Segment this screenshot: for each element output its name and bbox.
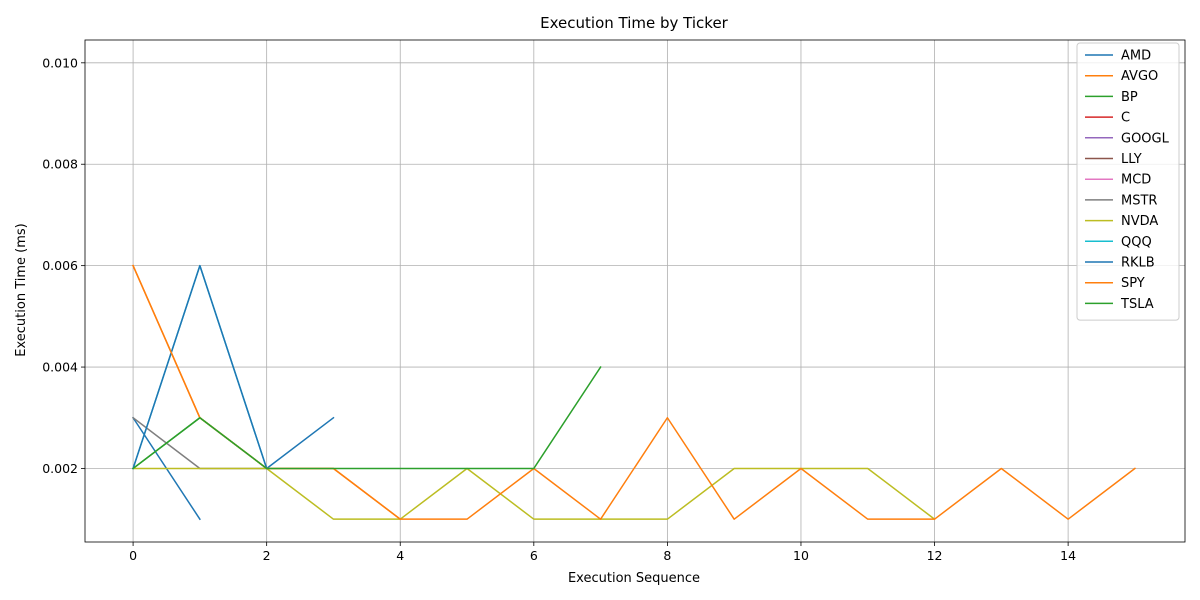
- x-tick-label: 2: [263, 548, 271, 563]
- legend-label-c: C: [1121, 111, 1130, 126]
- x-tick-label: 10: [793, 548, 809, 563]
- legend: AMD AVGO BP C GOOGL LLY MCD MSTR NVDA QQQ RKLB SPY T…: [1076, 42, 1180, 321]
- legend-label-amd: AMD: [1121, 49, 1151, 64]
- legend-label-googl: GOOGL: [1121, 131, 1170, 146]
- legend-label-lly: LLY: [1121, 152, 1142, 167]
- x-tick-label: 4: [396, 548, 404, 563]
- legend-label-spy: SPY: [1121, 276, 1145, 291]
- y-tick-label: 0.010: [42, 55, 78, 70]
- y-tick-label: 0.002: [42, 461, 78, 476]
- legend-label-bp: BP: [1121, 90, 1138, 105]
- series-line-rklb: [132, 264, 335, 470]
- axes-frame: [84, 39, 1186, 543]
- y-tick-label: 0.008: [42, 157, 78, 172]
- legend-label-nvda: NVDA: [1121, 214, 1158, 229]
- legend-box: [1076, 42, 1180, 321]
- legend-label-mcd: MCD: [1121, 173, 1151, 188]
- legend-label-qqq: QQQ: [1121, 235, 1152, 250]
- x-tick-label: 8: [663, 548, 671, 563]
- legend-label-avgo: AVGO: [1121, 69, 1158, 84]
- legend-label-rklb: RKLB: [1121, 256, 1155, 271]
- chart-title: Execution Time by Ticker: [540, 14, 729, 32]
- plot-area: 0 2 4 6 8 10 12 14 0.002 0.004 0.006 0.008 0.010: [42, 39, 1186, 563]
- x-axis-label: Execution Sequence: [568, 571, 700, 586]
- y-tick-label: 0.004: [42, 360, 78, 375]
- x-tick-label: 14: [1060, 548, 1076, 563]
- series-line-tsla: [132, 366, 602, 470]
- legend-label-mstr: MSTR: [1121, 193, 1157, 208]
- x-tick-label: 6: [530, 548, 538, 563]
- x-tick-label: 12: [927, 548, 943, 563]
- y-axis-label: Execution Time (ms): [14, 223, 29, 356]
- legend-label-tsla: TSLA: [1120, 297, 1154, 312]
- y-tick-label: 0.006: [42, 258, 78, 273]
- x-tick-label: 0: [129, 548, 137, 563]
